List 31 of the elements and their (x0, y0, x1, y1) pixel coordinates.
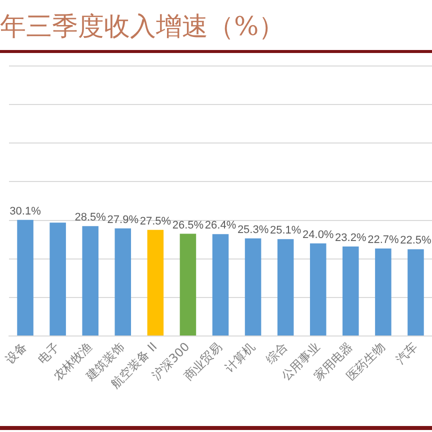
data-label: 26.4% (204, 220, 236, 232)
data-label: 26.5% (172, 219, 204, 232)
data-label: 23.2% (335, 232, 366, 244)
bar (82, 226, 98, 336)
data-label: 22.5% (400, 234, 432, 247)
bar (277, 239, 294, 336)
bar (375, 248, 392, 336)
bar (408, 249, 424, 336)
x-tick-label: 计算机 (222, 340, 258, 375)
bar (147, 230, 164, 336)
data-label: 25.3% (237, 224, 269, 236)
x-tick-label: 汽车 (393, 340, 420, 366)
bar (212, 234, 229, 336)
chart-title: 年三季度收入增速（%） (0, 11, 285, 44)
data-label: 27.9% (107, 214, 139, 226)
data-label: 25.1% (270, 224, 302, 237)
data-label: 30.1% (10, 205, 42, 218)
bar (310, 243, 326, 336)
data-label: 22.7% (368, 234, 399, 246)
x-tick-label: 设备 (2, 340, 30, 366)
bar (180, 234, 196, 336)
bar (50, 222, 66, 336)
bar (17, 220, 34, 336)
data-label: 28.5% (74, 212, 106, 224)
x-tick-label: 电子 (35, 340, 62, 366)
bar (114, 228, 132, 336)
bar (342, 246, 359, 336)
bar (244, 238, 262, 336)
data-label: 27.5% (140, 215, 172, 228)
x-tick-label: 综合 (263, 340, 290, 366)
data-label: 24.0% (302, 228, 334, 241)
